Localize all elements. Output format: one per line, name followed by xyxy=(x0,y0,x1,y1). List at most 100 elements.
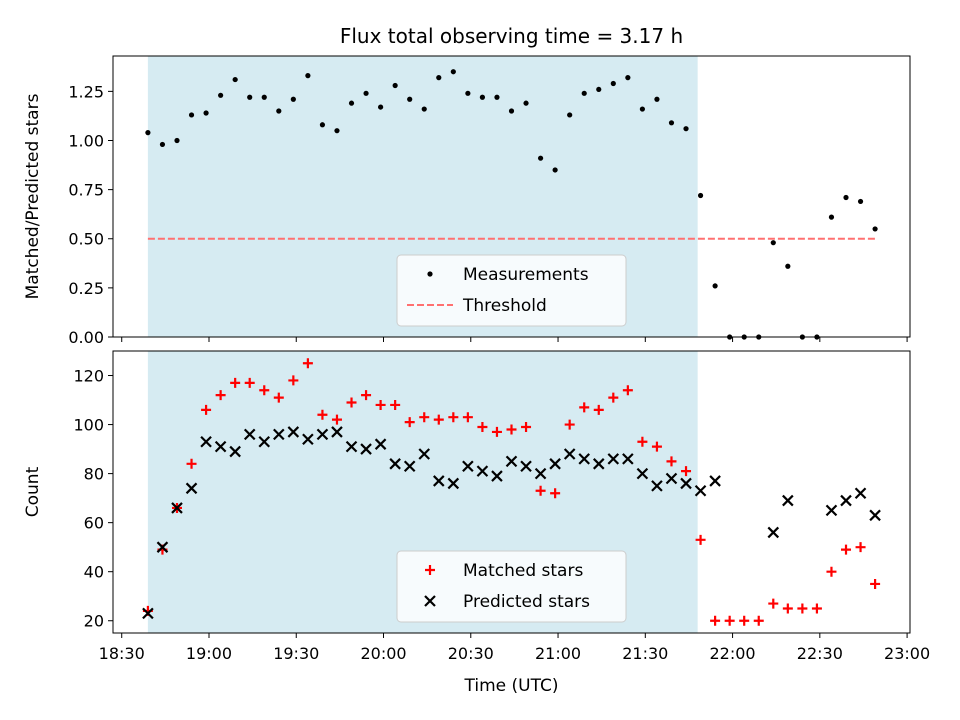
data-point xyxy=(521,422,532,433)
data-point xyxy=(345,440,358,453)
data-point xyxy=(578,453,590,465)
data-point xyxy=(785,263,791,269)
y-axis-label: Count xyxy=(23,466,43,517)
data-point xyxy=(654,96,660,102)
panel-1: 0.00 0.25 0.50 0.75 1.00 1.25 Matched/Predicte… xyxy=(23,24,911,347)
data-point xyxy=(724,615,735,626)
data-point xyxy=(479,94,486,100)
data-point xyxy=(159,141,166,148)
data-point xyxy=(404,417,415,428)
data-point xyxy=(841,544,852,555)
data-point xyxy=(870,578,881,589)
data-point xyxy=(666,456,677,467)
data-point xyxy=(869,509,881,522)
data-point xyxy=(709,475,721,487)
data-point xyxy=(549,458,561,470)
data-point xyxy=(145,130,151,136)
legend: Matched stars Predicted stars xyxy=(396,550,627,623)
chart-title: Flux total observing time = 3.17 h xyxy=(340,24,683,48)
y-tick-label: 40 xyxy=(84,563,104,582)
data-point xyxy=(229,445,241,458)
data-point xyxy=(261,94,267,100)
data-point xyxy=(840,494,852,507)
x-axis-label: Time (UTC) xyxy=(464,676,559,696)
data-point xyxy=(476,465,489,477)
data-point xyxy=(462,412,473,423)
data-point xyxy=(433,414,444,425)
data-point xyxy=(712,283,718,289)
data-point xyxy=(201,404,212,415)
y-tick-label: 0.25 xyxy=(68,279,104,298)
axes-frame xyxy=(112,55,911,338)
data-point xyxy=(535,485,546,496)
data-point xyxy=(276,108,282,114)
data-point xyxy=(826,566,837,577)
data-point xyxy=(608,392,619,403)
data-point xyxy=(361,390,372,401)
data-point xyxy=(334,128,340,134)
data-point xyxy=(214,440,227,453)
data-point xyxy=(782,494,794,507)
data-point xyxy=(828,214,835,220)
data-point xyxy=(567,112,573,118)
data-point xyxy=(636,467,649,480)
data-point xyxy=(593,404,604,415)
y-tick-label: 60 xyxy=(84,514,104,533)
y-tick-label: 0.75 xyxy=(68,181,104,200)
data-point xyxy=(288,375,299,386)
y-tick-label: 20 xyxy=(84,612,104,631)
axes-frame xyxy=(112,350,911,634)
data-point xyxy=(448,412,459,423)
x-tick-label: 23:00 xyxy=(884,644,930,663)
data-point xyxy=(200,435,212,448)
data-point xyxy=(203,110,209,116)
legend-label: Measurements xyxy=(463,265,589,285)
data-point xyxy=(378,104,384,110)
legend-label: Threshold xyxy=(462,296,547,316)
data-point xyxy=(302,358,313,369)
data-point xyxy=(305,73,311,79)
data-point xyxy=(508,108,515,114)
data-point xyxy=(421,106,427,112)
data-point xyxy=(273,392,284,403)
data-point xyxy=(505,455,518,468)
data-point xyxy=(171,502,183,514)
data-point xyxy=(767,526,780,539)
y-tick-label: 0.00 xyxy=(68,328,104,347)
data-point xyxy=(768,598,779,609)
data-point xyxy=(520,460,532,473)
y-tick-label: 0.50 xyxy=(68,230,104,249)
data-point xyxy=(639,106,645,112)
data-point xyxy=(287,426,300,438)
data-point xyxy=(797,603,808,614)
data-point xyxy=(447,477,460,490)
x-tick-label: 22:30 xyxy=(797,644,843,663)
data-point xyxy=(695,534,706,545)
data-point xyxy=(843,194,849,201)
data-point xyxy=(552,167,558,173)
data-point xyxy=(436,75,442,81)
data-point xyxy=(596,86,602,93)
x-tick-label: 21:00 xyxy=(535,644,581,663)
data-point xyxy=(494,94,500,100)
data-point xyxy=(607,453,620,465)
data-point xyxy=(465,90,471,96)
data-point xyxy=(290,96,296,102)
data-point xyxy=(534,467,547,480)
data-point xyxy=(854,487,867,500)
data-point xyxy=(622,385,633,396)
data-point xyxy=(651,480,663,492)
data-point xyxy=(550,488,561,499)
data-point xyxy=(811,603,822,614)
data-point xyxy=(622,453,634,465)
data-point xyxy=(739,615,750,626)
data-point xyxy=(491,426,502,437)
data-point xyxy=(403,460,416,473)
data-point xyxy=(694,484,707,497)
data-point xyxy=(243,428,256,441)
data-point xyxy=(681,466,692,477)
data-point xyxy=(244,377,255,388)
y-tick-label: 80 xyxy=(84,465,104,484)
data-point xyxy=(450,69,456,75)
